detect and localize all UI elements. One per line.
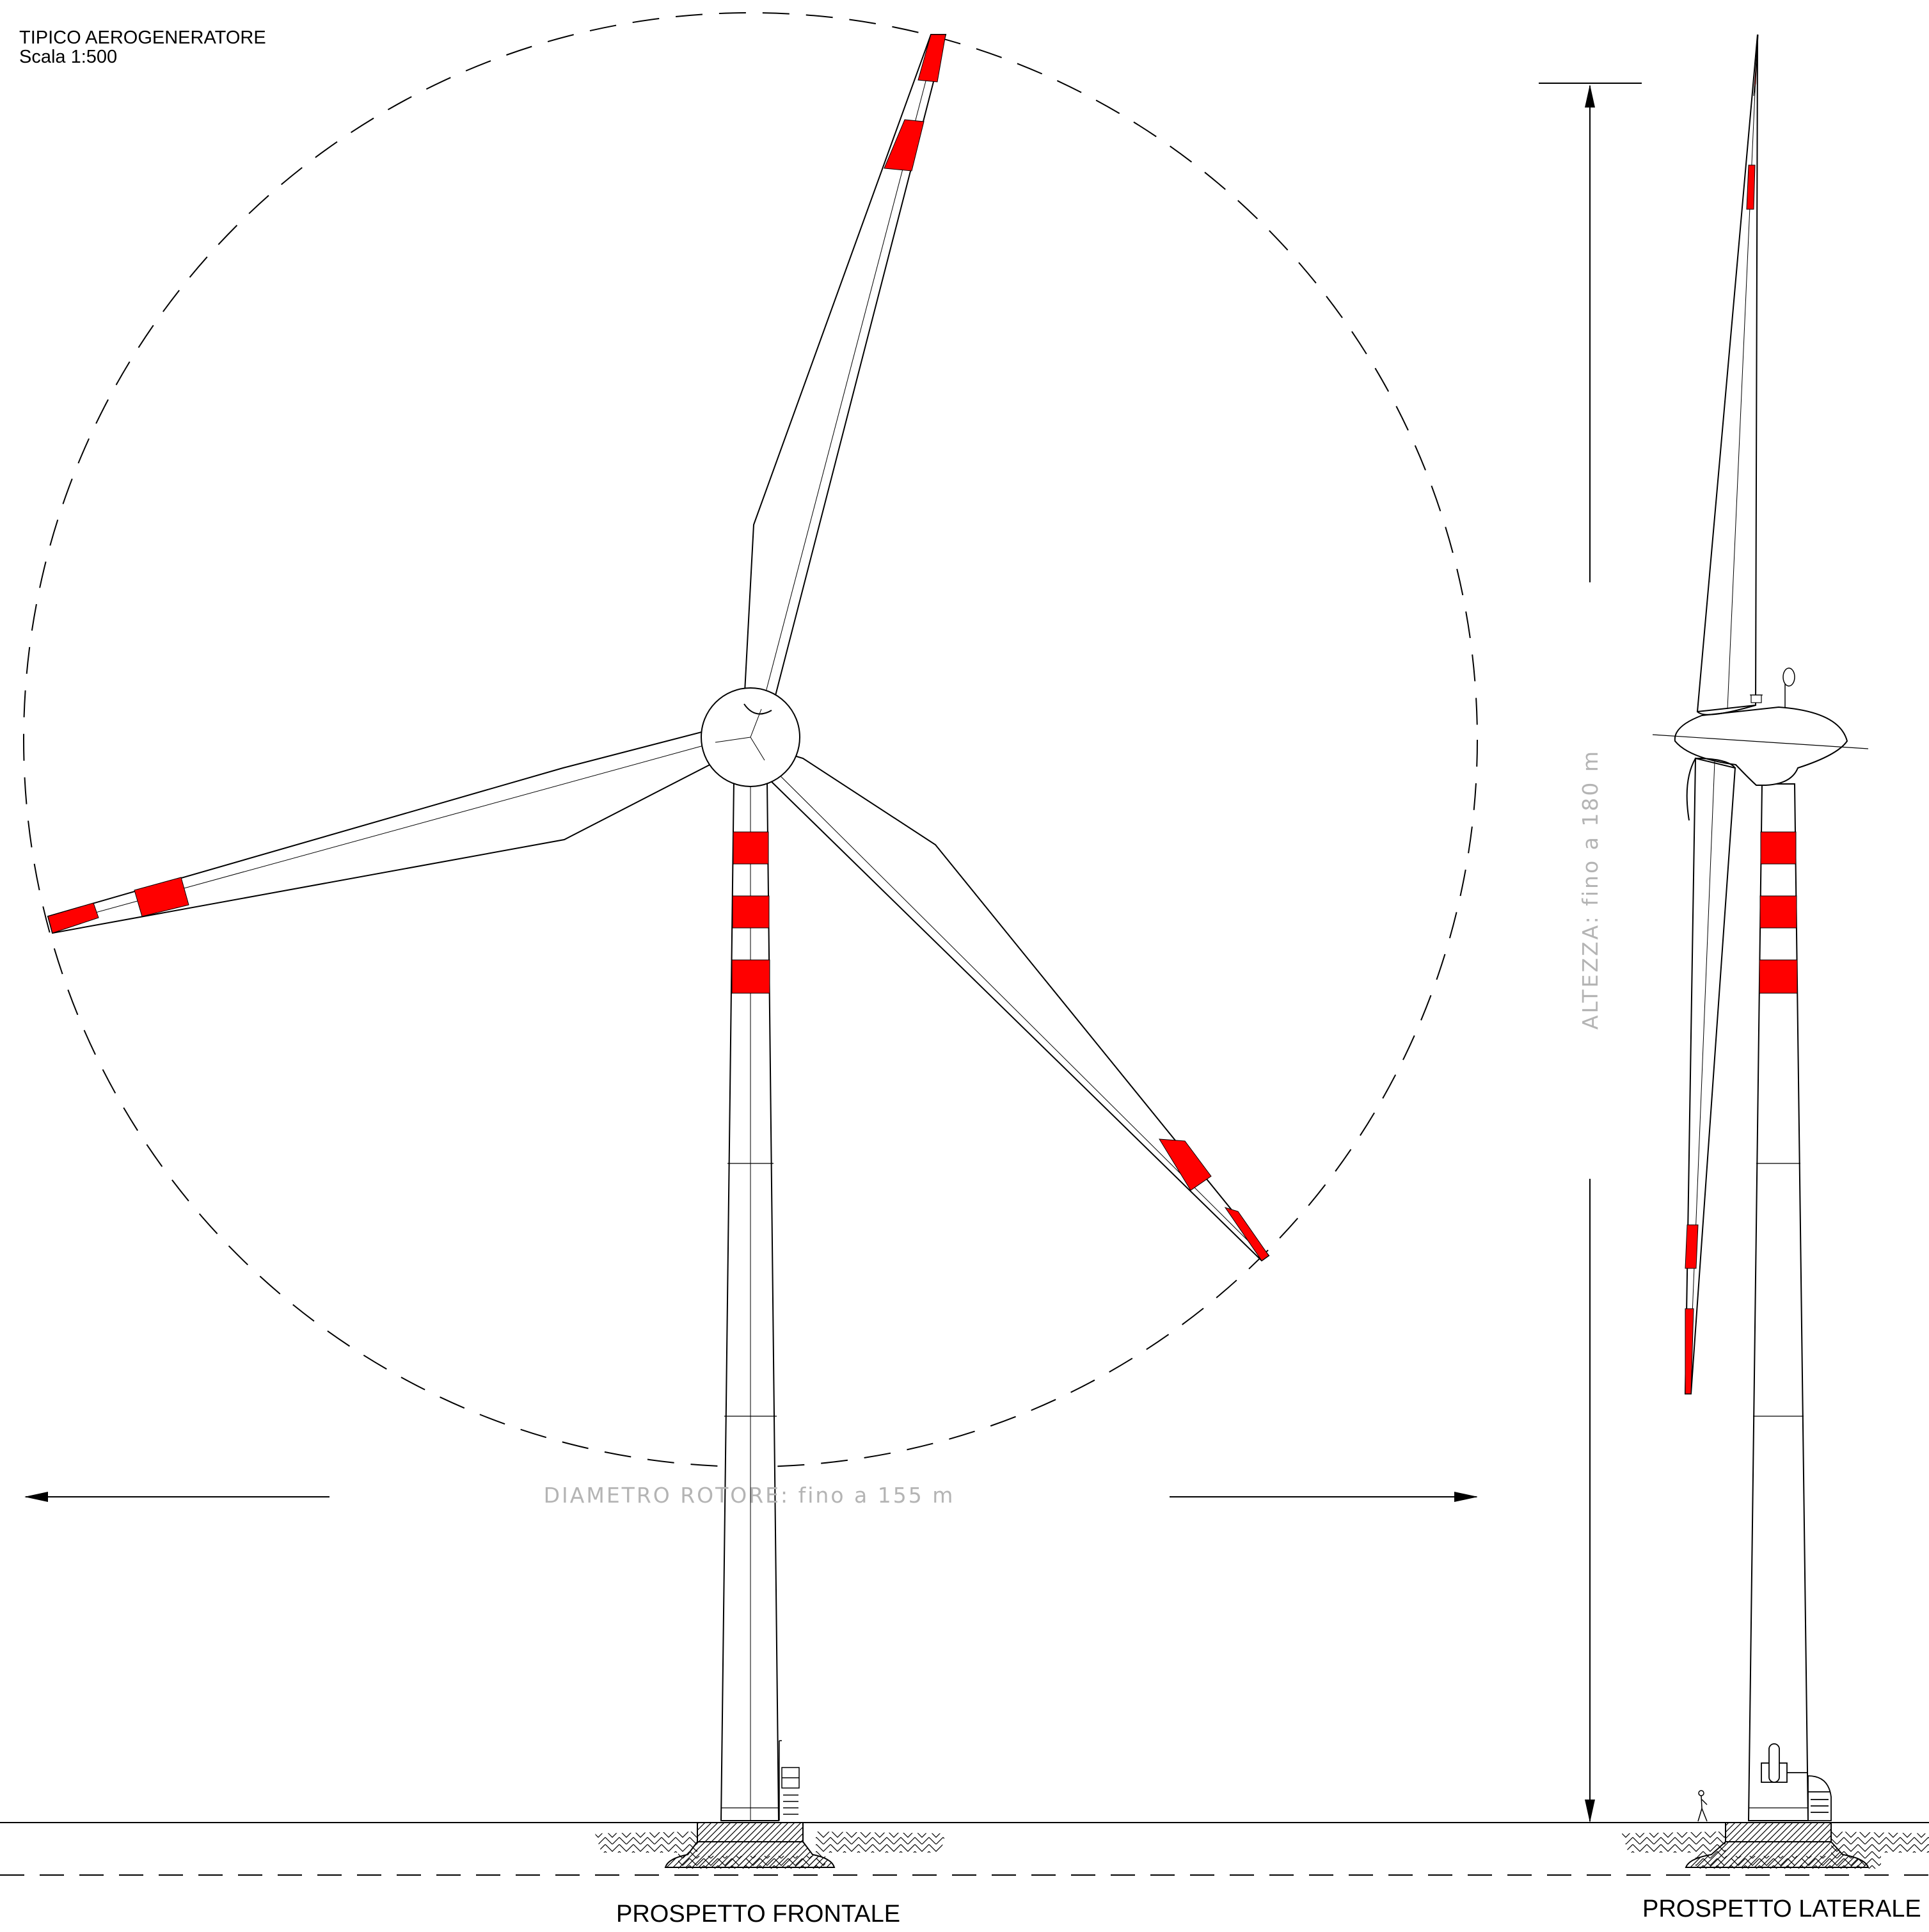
- side-blade-lower: [1684, 757, 1736, 1394]
- person-scale-figure-icon: [1697, 1790, 1708, 1822]
- side-blade-upper: [1696, 34, 1759, 713]
- front-foundation: [595, 1822, 946, 1869]
- front-blade-left: [47, 729, 723, 934]
- side-entry-structure: [1761, 1743, 1832, 1821]
- height-dimension: ALTEZZA: fino a 180 m: [1539, 83, 1642, 1823]
- drawing-title-block: TIPICO AEROGENERATORE Scala 1:500: [19, 28, 266, 67]
- rotor-diameter-label: DIAMETRO ROTORE: fino a 155 m: [544, 1483, 955, 1508]
- front-blade-upper: [743, 34, 947, 712]
- front-tower-red-bands: [731, 831, 770, 994]
- side-nacelle: [1652, 667, 1869, 786]
- rotor-diameter-dimension: DIAMETRO ROTORE: fino a 155 m: [24, 1483, 1478, 1508]
- side-foundation: [1622, 1822, 1929, 1869]
- side-view-caption: PROSPETTO LATERALE: [1642, 1896, 1921, 1922]
- front-view-caption: PROSPETTO FRONTALE: [616, 1901, 901, 1928]
- height-label: ALTEZZA: fino a 180 m: [1578, 749, 1603, 1030]
- front-blade-right: [759, 746, 1270, 1262]
- front-tower: [720, 780, 780, 1821]
- front-tower-door: [779, 1740, 800, 1821]
- side-tower-red-bands: [1759, 831, 1798, 994]
- drawing-title: TIPICO AEROGENERATORE: [19, 28, 266, 48]
- front-rotor: [47, 34, 1270, 1262]
- side-tower: [1747, 783, 1809, 1821]
- drawing-scale: Scala 1:500: [19, 47, 118, 67]
